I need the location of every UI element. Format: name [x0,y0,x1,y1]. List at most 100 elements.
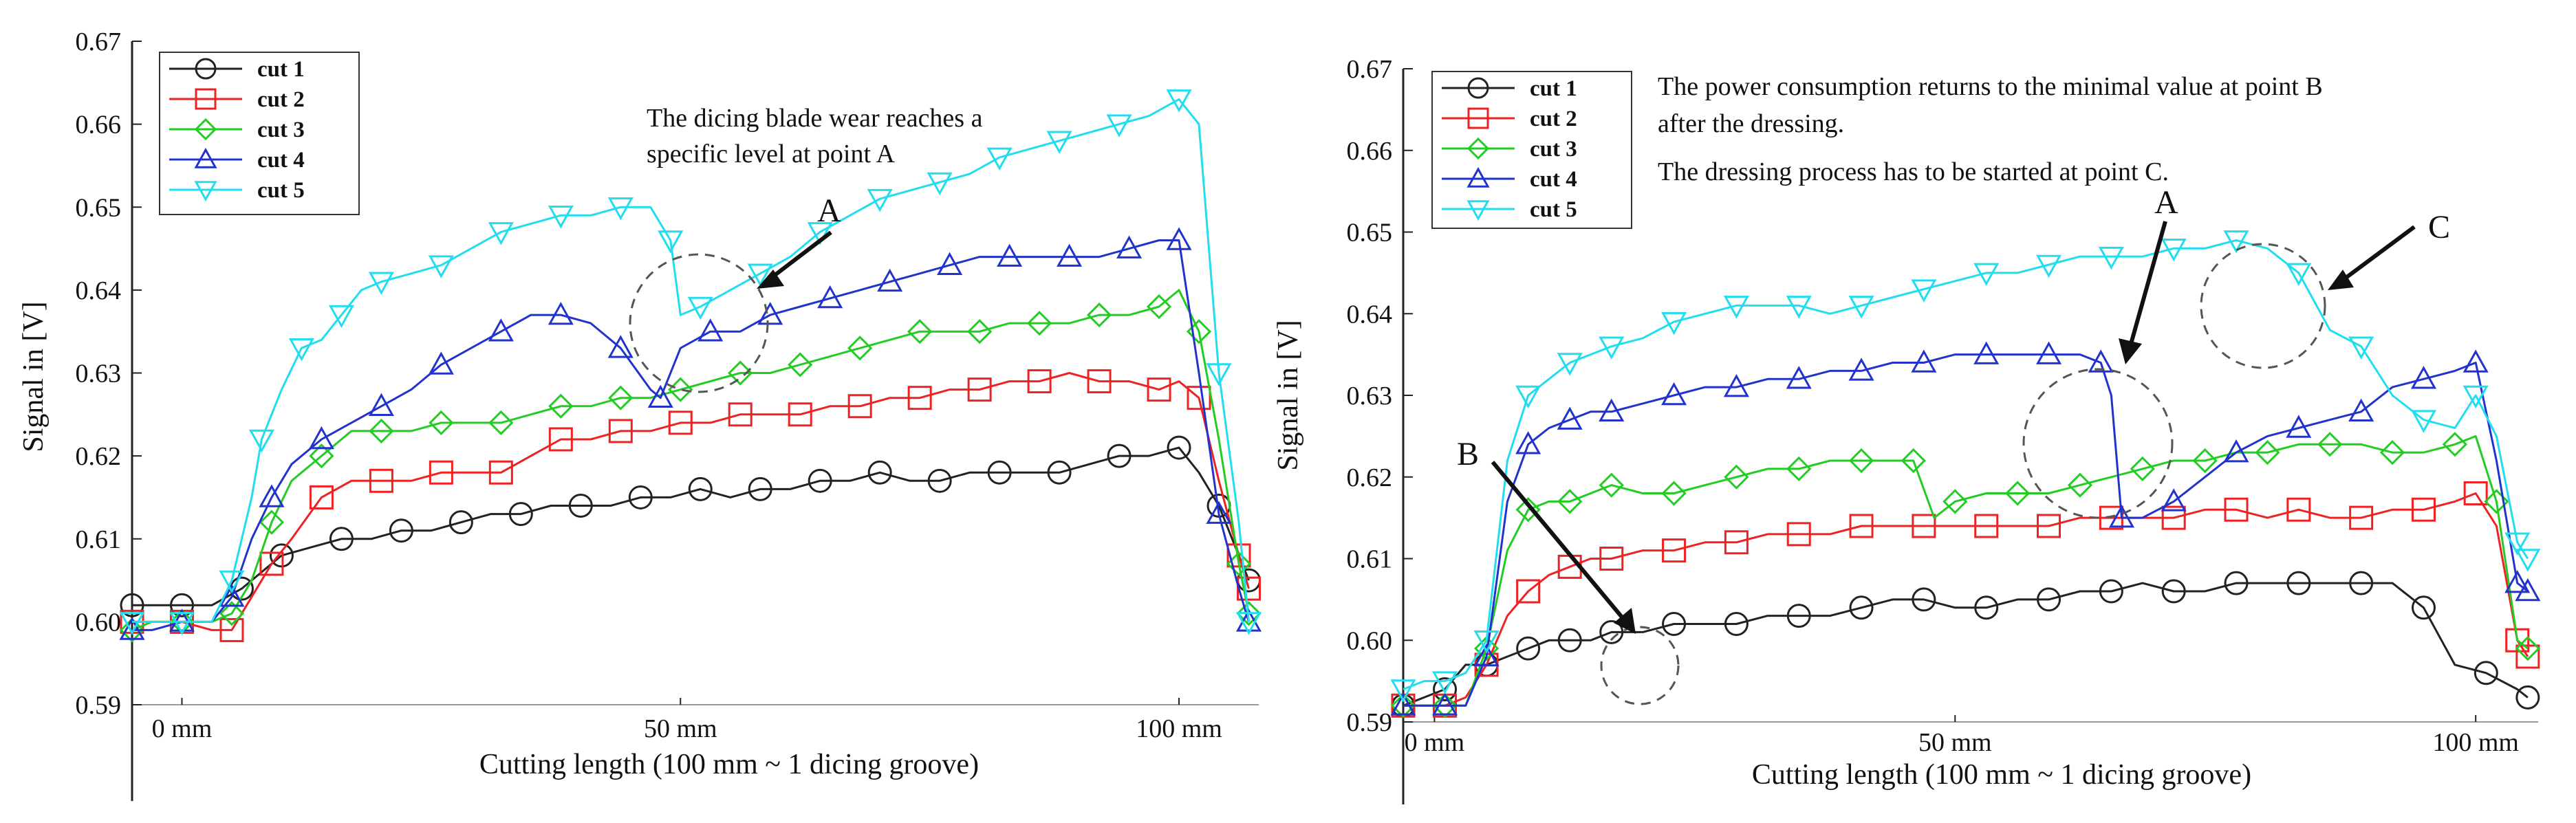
data-point-cut-5 [2098,246,2124,270]
data-point-cut-3 [2004,481,2031,506]
data-point-cut-4 [2463,349,2489,373]
data-point-cut-4 [119,617,145,640]
data-point-cut-4 [1166,227,1192,250]
legend-marker-cut-3 [194,118,217,141]
data-point-cut-3 [907,319,933,344]
data-point-cut-5 [1786,296,1812,319]
data-point-cut-5 [219,570,245,594]
callout-letter-c: C [2428,209,2450,245]
data-point-cut-4 [1557,406,1583,430]
data-point-cut-2 [2349,505,2374,530]
data-point-cut-5 [1166,89,1192,113]
data-point-cut-1 [1849,595,1874,620]
data-point-cut-5 [1390,679,1416,703]
y-axis-title: Signal in [V] [18,301,50,452]
data-point-cut-3 [1086,302,1112,328]
data-point-cut-3 [219,601,245,626]
data-point-cut-4 [2410,366,2437,389]
data-point-cut-2 [1187,386,1211,410]
data-point-cut-2 [1912,514,1936,538]
data-point-cut-3 [429,410,454,435]
data-point-cut-5 [119,612,145,635]
point-c-arrowhead [2328,270,2354,290]
data-point-cut-5 [1515,385,1541,409]
data-point-cut-2 [1599,547,1624,571]
data-point-cut-1 [120,593,144,617]
data-point-cut-4 [1661,382,1687,406]
x-tick-label: 0 mm [152,714,213,743]
data-point-cut-3 [2130,456,2155,481]
data-point-cut-3 [369,418,394,444]
point-c-circle [2200,243,2326,369]
data-point-cut-2 [1662,538,1687,563]
data-point-cut-5 [2035,254,2062,278]
data-point-cut-5 [747,263,773,287]
data-point-cut-5 [1973,263,2000,286]
legend-label-cut-2: cut 2 [257,87,305,112]
legend-label-cut-4: cut 4 [257,148,305,173]
y-tick-label: 0.61 [76,525,122,554]
data-point-cut-4 [2515,578,2541,602]
data-point-cut-5 [1911,279,1937,303]
data-point-cut-3 [1724,464,1749,490]
data-point-cut-1 [1557,628,1582,652]
data-point-cut-1 [1724,612,1749,636]
annotation-line-3: The dressing process has to be started a… [1658,157,2169,186]
legend-marker-cut-4 [194,147,217,168]
data-point-cut-5 [1723,296,1749,319]
data-point-cut-5 [1473,630,1500,654]
data-point-cut-1 [1662,612,1687,636]
data-point-cut-2 [1027,369,1052,394]
data-point-cut-3 [488,410,514,435]
data-point-cut-4 [937,252,963,275]
data-point-cut-1 [389,518,413,543]
data-point-cut-1 [269,543,294,568]
data-point-cut-5 [658,230,684,254]
data-point-cut-5 [1432,671,1458,694]
series-line-cut-1 [132,446,1250,606]
data-point-cut-1 [169,593,194,617]
y-tick-label: 0.67 [1347,55,1393,84]
callout-letter-a: A [2154,184,2178,221]
x-tick-label: 0 mm [1405,728,1465,757]
data-point-cut-2 [429,460,453,485]
data-point-cut-1 [1599,619,1624,644]
data-point-cut-1 [448,510,473,535]
legend-marker-cut-2 [1467,107,1489,129]
data-point-cut-3 [608,385,634,410]
data-point-cut-3 [1026,311,1052,336]
y-tick-label: 0.63 [1347,382,1393,410]
x-tick-label: 50 mm [644,714,717,743]
point-b-arrow-shaft [1491,461,1625,620]
data-point-cut-1 [1974,595,1999,620]
data-point-cut-4 [2035,341,2062,364]
data-point-cut-5 [288,338,314,362]
data-point-cut-3 [2379,440,2405,465]
legend-marker-cut-1 [1467,77,1489,99]
data-point-cut-2 [2161,505,2186,530]
data-point-cut-5 [2286,263,2312,286]
data-point-cut-4 [1515,431,1541,454]
data-point-cut-3 [1557,489,1583,514]
x-tick-label: 100 mm [1136,714,1222,743]
data-point-cut-4 [1973,341,2000,364]
y-tick-label: 0.60 [1347,626,1393,655]
legend-label-cut-3: cut 3 [257,118,305,142]
data-point-cut-4 [259,484,285,507]
data-point-cut-1 [867,460,892,485]
left-chart: 0.59 0.60 0.61 0.62 0.63 0.64 0.65 0.66 0.67 0 m… [18,28,1262,801]
data-point-cut-3 [2317,432,2343,457]
data-point-cut-1 [808,468,832,493]
callout-letter-b: B [1457,436,1479,472]
data-point-cut-3 [2515,636,2540,661]
y-tick-label: 0.59 [1347,708,1393,737]
legend-label-cut-5: cut 5 [257,178,305,203]
legend-frame [1431,71,1632,229]
data-point-cut-2 [967,377,992,402]
series-line-cut-4 [132,239,1250,631]
data-point-cut-3 [1599,472,1624,498]
point-a-arrow-shaft [769,230,832,281]
data-point-cut-5 [1206,363,1232,386]
point-a-arrowhead [757,270,784,289]
data-point-cut-4 [647,384,673,408]
